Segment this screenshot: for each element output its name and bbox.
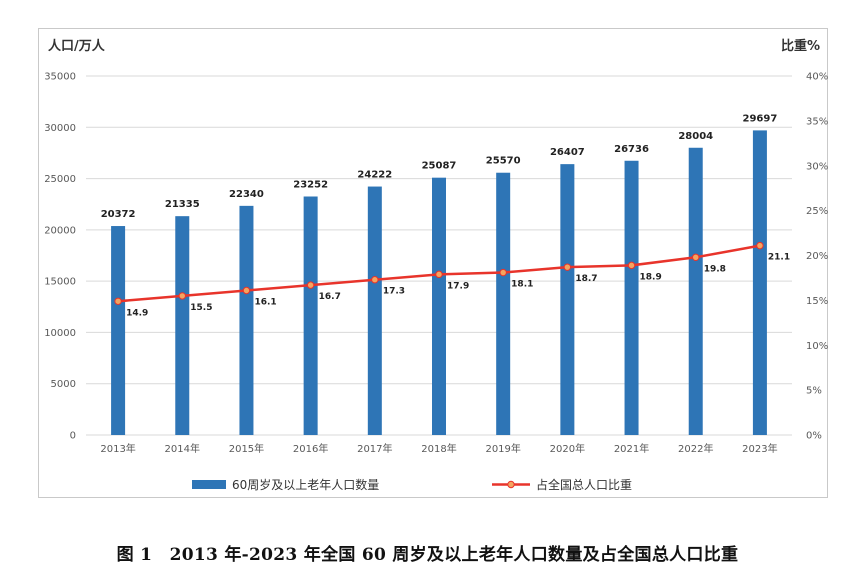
bar (175, 216, 190, 435)
x-tick-label: 2019年 (485, 442, 520, 455)
line-point (627, 261, 636, 270)
y-tick-label-left: 35000 (44, 72, 76, 83)
line-value-label: 21.1 (768, 253, 790, 263)
y-axis-title-right: 比重% (781, 38, 820, 54)
line-value-label: 19.8 (704, 264, 726, 274)
y-tick-label-right: 35% (806, 116, 828, 127)
bar (624, 160, 639, 436)
line-value-label: 17.9 (447, 281, 469, 291)
line-value-label: 17.3 (383, 287, 405, 297)
legend: 60周岁及以上老年人口数量 占全国总人口比重 (192, 477, 632, 492)
y-tick-label-left: 25000 (44, 174, 76, 185)
bar-value-label: 24222 (357, 170, 392, 181)
line-value-label: 16.1 (254, 298, 276, 308)
x-tick-label: 2017年 (357, 442, 392, 455)
y-tick-label-left: 30000 (44, 123, 76, 134)
x-tick-label: 2015年 (229, 442, 264, 455)
line-value-label: 18.7 (575, 274, 597, 284)
line-point (435, 270, 443, 279)
line-value-label: 18.1 (511, 280, 533, 290)
legend-line-marker (507, 480, 515, 489)
y-tick-label-left: 0 (70, 431, 76, 442)
line-value-label: 18.9 (640, 272, 662, 282)
y-tick-label-right: 25% (806, 206, 828, 217)
data-labels: 20372 21335 22340 23252 24222 25087 25570 26407… (101, 113, 790, 318)
line-point (242, 286, 251, 295)
y-tick-label-right: 0% (806, 431, 822, 442)
y-tick-label-left: 15000 (44, 277, 76, 288)
bar-value-label: 26407 (550, 147, 585, 158)
y-tick-label-right: 5% (806, 386, 822, 397)
y-tick-label-right: 20% (806, 251, 828, 262)
legend-bar-swatch (192, 480, 226, 489)
bar-value-label: 25087 (422, 161, 457, 172)
x-tick-label: 2021年 (614, 442, 649, 455)
y-tick-label-left: 5000 (51, 379, 76, 390)
x-tick-label: 2023年 (742, 442, 777, 455)
bar-value-label: 25570 (486, 156, 521, 167)
line-series (114, 241, 764, 305)
bar (496, 172, 511, 435)
bar-value-label: 26736 (614, 144, 649, 155)
x-tick-label: 2020年 (550, 442, 585, 455)
x-tick-label: 2016年 (293, 442, 328, 455)
bar-value-label: 28004 (678, 131, 713, 142)
legend-bar-label: 60周岁及以上老年人口数量 (232, 477, 379, 492)
bar (432, 177, 446, 435)
line-value-label: 16.7 (319, 292, 341, 302)
bar (367, 186, 382, 435)
bar-value-label: 22340 (229, 189, 264, 200)
legend-line-label: 占全国总人口比重 (536, 477, 632, 492)
line-point (499, 268, 507, 277)
y-tick-label-left: 20000 (44, 225, 76, 236)
line-value-label: 15.5 (190, 303, 212, 313)
y-tick-label-right: 15% (806, 296, 828, 307)
line-point (756, 241, 764, 250)
line-point (563, 263, 572, 271)
bar-value-label: 23252 (293, 180, 328, 191)
line-point (114, 297, 122, 305)
bar-value-label: 29697 (743, 113, 778, 124)
y-tick-label-right: 30% (806, 161, 828, 172)
bar (688, 147, 703, 435)
bar (752, 130, 767, 436)
x-tick-label: 2013年 (100, 442, 135, 455)
y-tick-label-right: 40% (806, 72, 828, 83)
bar (111, 226, 126, 435)
bar-series (111, 130, 767, 436)
line-point (178, 292, 186, 300)
figure-caption: 图 1 2013 年-2023 年全国 60 周岁及以上老年人口数量及占全国总人… (116, 545, 739, 565)
bar (303, 196, 318, 435)
x-tick-label: 2014年 (165, 442, 200, 455)
bar-value-label: 20372 (101, 209, 136, 220)
line-point (371, 276, 379, 284)
x-tick-label: 2018年 (421, 442, 456, 455)
y-axis-title-left: 人口/万人 (48, 38, 106, 54)
line-point (306, 281, 315, 289)
y-tick-label-left: 10000 (44, 328, 76, 339)
bar (560, 164, 575, 435)
bar-value-label: 21335 (165, 199, 200, 210)
line-point (692, 253, 700, 261)
x-tick-label: 2022年 (678, 442, 713, 455)
axis-ticks: 0 5000 10000 15000 20000 25000 30000 35000 0% 5% 1… (44, 72, 828, 456)
line-value-label: 14.9 (126, 308, 148, 318)
bar (239, 205, 254, 435)
y-tick-label-right: 10% (806, 341, 828, 352)
